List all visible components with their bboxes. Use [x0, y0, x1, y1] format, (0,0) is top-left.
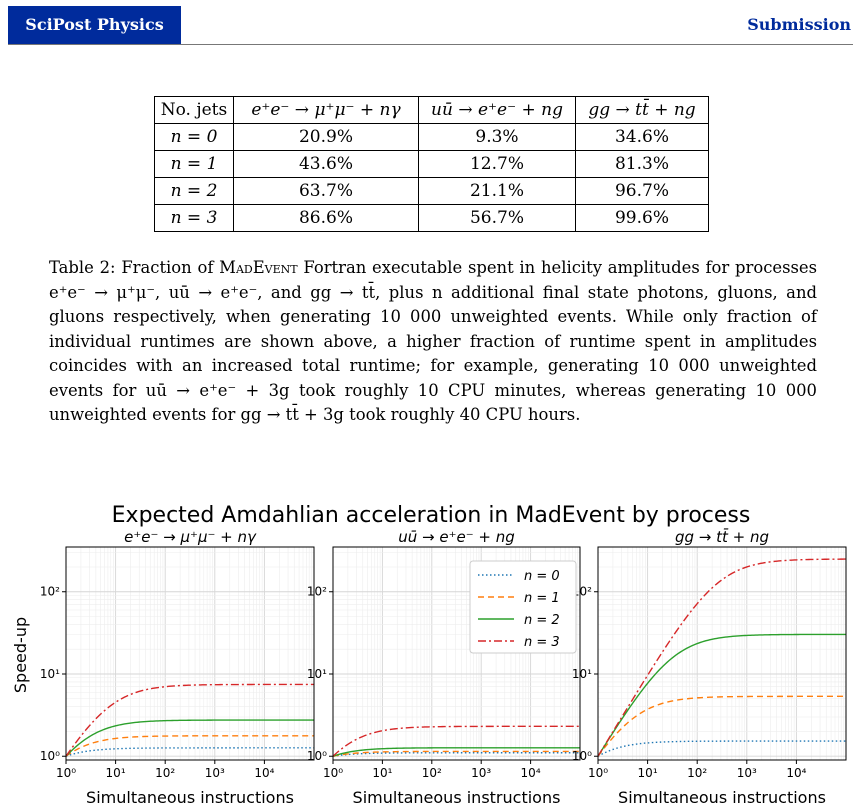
- legend-box: [469, 560, 577, 654]
- chart-title: Expected Amdahlian acceleration in MadEv…: [112, 503, 751, 528]
- legend-label: n = 1: [524, 591, 560, 606]
- panel-frame: [65, 546, 315, 761]
- table-cell: 86.6%: [233, 204, 419, 232]
- table-row: n = 1 43.6% 12.7% 81.3%: [154, 150, 709, 178]
- series-line-n0: [65, 747, 314, 757]
- x-tick-label: 10⁰: [56, 766, 76, 780]
- legend-label: n = 0: [524, 569, 560, 584]
- legend-label: n = 2: [524, 613, 560, 628]
- legend-label: n = 3: [524, 635, 560, 650]
- table-row: n = 2 63.7% 21.1% 96.7%: [154, 177, 709, 205]
- table-cell: 63.7%: [233, 177, 419, 205]
- panel-frame: [597, 546, 847, 761]
- x-tick-label: 10⁴: [786, 766, 806, 780]
- table-cell: 34.6%: [575, 123, 709, 151]
- y-tick-label: 10⁰: [307, 749, 327, 763]
- y-tick-label: 10¹: [307, 667, 327, 681]
- x-tick-label: 10¹: [638, 766, 658, 780]
- x-tick-label: 10¹: [372, 766, 392, 780]
- series-line-n3: [597, 558, 846, 757]
- series-line-n1: [597, 695, 846, 757]
- table-cell-n: n = 3: [154, 204, 234, 232]
- helicity-fraction-table: No. jets e⁺e⁻ → μ⁺μ⁻ + nγ uū → e⁺e⁻ + ng…: [154, 96, 709, 232]
- x-tick-label: 10²: [155, 766, 175, 780]
- y-tick-label: 10²: [40, 585, 60, 599]
- caption-madevent: MadEvent: [219, 258, 298, 277]
- panel-title: uū → e⁺e⁻ + ng: [398, 528, 515, 546]
- x-axis-label: Simultaneous instructions: [618, 788, 826, 807]
- x-tick-label: 10³: [205, 766, 225, 780]
- table-cell: 56.7%: [418, 204, 576, 232]
- panel-title: e⁺e⁻ → μ⁺μ⁻ + nγ: [124, 528, 257, 546]
- table-cell-n: n = 2: [154, 177, 234, 205]
- panel-title: gg → tt̄ + ng: [675, 527, 769, 546]
- y-axis-label: Speed-up: [11, 617, 30, 693]
- amdahl-figure: Expected Amdahlian acceleration in MadEv…: [0, 495, 863, 810]
- series-line-n1: [332, 750, 580, 757]
- table-cell: 43.6%: [233, 150, 419, 178]
- y-tick-label: 10²: [572, 585, 592, 599]
- series-line-n1: [65, 735, 314, 757]
- table-cell: 21.1%: [418, 177, 576, 205]
- x-tick-label: 10¹: [106, 766, 126, 780]
- table-cell: 99.6%: [575, 204, 709, 232]
- series-line-n3: [332, 725, 580, 757]
- table-header-cell: No. jets: [154, 96, 234, 124]
- y-tick-label: 10⁰: [40, 749, 60, 763]
- table-header-row: No. jets e⁺e⁻ → μ⁺μ⁻ + nγ uū → e⁺e⁻ + ng…: [154, 96, 709, 124]
- y-tick-label: 10¹: [572, 667, 592, 681]
- table-header-cell: gg → tt̄ + ng: [575, 96, 709, 124]
- x-tick-label: 10³: [737, 766, 757, 780]
- caption-label: Table 2:: [49, 258, 116, 277]
- series-line-n2: [332, 747, 580, 757]
- x-tick-label: 10⁴: [521, 766, 541, 780]
- x-tick-label: 10⁰: [588, 766, 608, 780]
- table-cell-n: n = 0: [154, 123, 234, 151]
- table-cell: 20.9%: [233, 123, 419, 151]
- header-rule: [8, 44, 853, 45]
- table-cell-n: n = 1: [154, 150, 234, 178]
- table-row: n = 0 20.9% 9.3% 34.6%: [154, 123, 709, 151]
- caption-text: Fraction of: [121, 258, 214, 277]
- series-line-n0: [597, 740, 846, 757]
- y-tick-label: 10¹: [40, 667, 60, 681]
- table-cell: 81.3%: [575, 150, 709, 178]
- page-header: SciPost Physics Submission: [0, 0, 863, 46]
- x-tick-label: 10⁰: [323, 766, 343, 780]
- table-header-cell: e⁺e⁻ → μ⁺μ⁻ + nγ: [233, 96, 419, 124]
- table-caption: Table 2: Fraction of MadEvent Fortran ex…: [49, 256, 817, 428]
- x-tick-label: 10³: [471, 766, 491, 780]
- series-line-n3: [65, 683, 314, 757]
- table-cell: 9.3%: [418, 123, 576, 151]
- series-line-n2: [597, 633, 846, 757]
- table-cell: 96.7%: [575, 177, 709, 205]
- x-tick-label: 10²: [687, 766, 707, 780]
- x-axis-label: Simultaneous instructions: [353, 788, 561, 807]
- panel-frame: [332, 546, 581, 761]
- table-header-cell: uū → e⁺e⁻ + ng: [418, 96, 576, 124]
- table-cell: 12.7%: [418, 150, 576, 178]
- y-tick-label: 10⁰: [572, 749, 592, 763]
- caption-text: Fortran executable spent in helicity amp…: [49, 258, 818, 424]
- submission-label: Submission: [747, 15, 851, 34]
- journal-brand: SciPost Physics: [8, 6, 181, 44]
- x-tick-label: 10²: [422, 766, 442, 780]
- amdahl-chart: Expected Amdahlian acceleration in MadEv…: [11, 503, 847, 807]
- x-axis-label: Simultaneous instructions: [86, 788, 294, 807]
- x-tick-label: 10⁴: [254, 766, 274, 780]
- series-line-n0: [332, 752, 580, 757]
- series-line-n2: [65, 719, 314, 757]
- y-tick-label: 10²: [307, 585, 327, 599]
- table-row: n = 3 86.6% 56.7% 99.6%: [154, 204, 709, 232]
